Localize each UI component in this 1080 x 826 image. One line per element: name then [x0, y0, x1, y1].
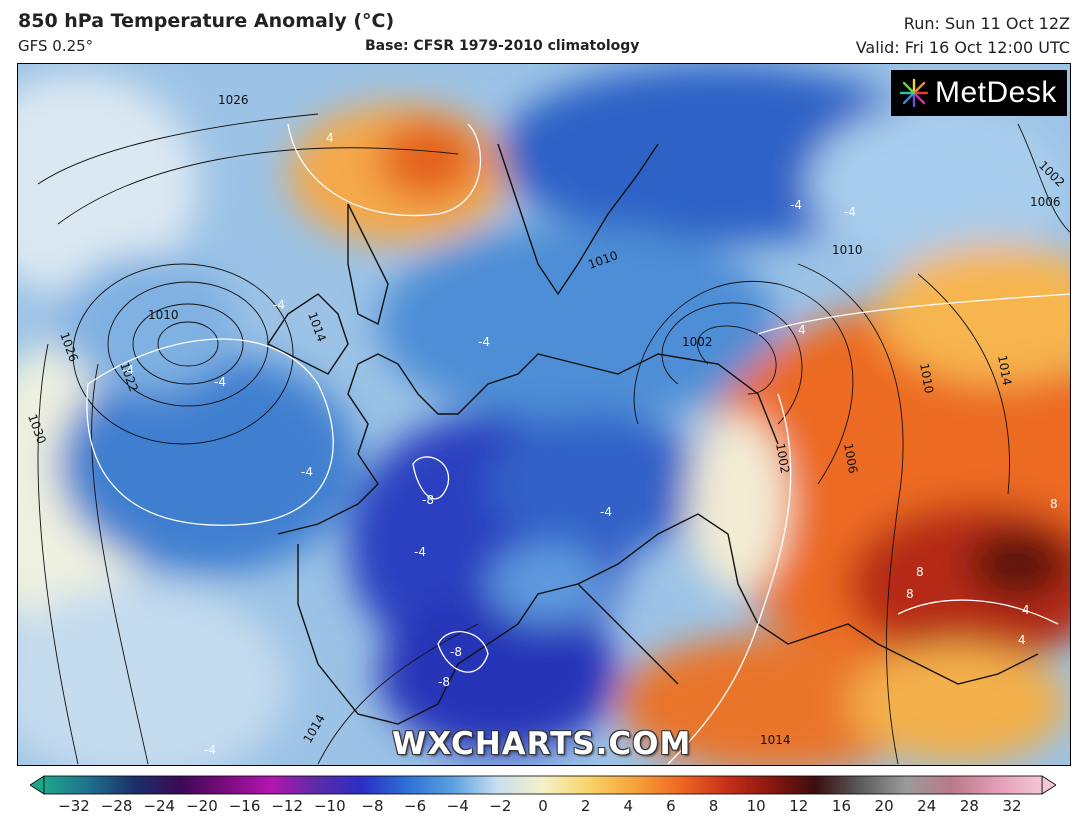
colorbar-tick: −8 — [361, 797, 384, 815]
colorbar-tick-labels: −32 −28 −24 −20 −16 −12 −10 −8 −6 −4 −2 0 2 4 6 8 10 12 16… — [0, 797, 1080, 821]
colorbar-tick: 0 — [538, 797, 548, 815]
anomaly-label: -8 — [422, 493, 434, 507]
isobars — [37, 113, 1070, 765]
colorbar-tick: 4 — [623, 797, 634, 815]
colorbar-tick: −24 — [143, 797, 176, 815]
anomaly-label: 4 — [1022, 603, 1030, 617]
colorbar-tick: −20 — [186, 797, 218, 815]
anomaly-label: -8 — [438, 675, 450, 689]
anomaly-label: 4 — [1018, 633, 1026, 647]
colorbar-tick: 10 — [746, 797, 766, 815]
metdesk-logo-text: MetDesk — [935, 76, 1057, 109]
colorbar-tick: −12 — [271, 797, 303, 815]
isobar-label: 1010 — [148, 308, 179, 322]
colorbar-gradient — [43, 775, 1043, 795]
anomaly-label: -4 — [844, 205, 856, 219]
colorbar-tick: −4 — [446, 797, 469, 815]
colorbar-tick: 28 — [959, 797, 979, 815]
anomaly-label: 4 — [798, 323, 806, 337]
anomaly-field — [18, 64, 1070, 765]
anomaly-label: 8 — [916, 565, 924, 579]
anomaly-label: -4 — [478, 335, 490, 349]
isobar-label: 1006 — [1030, 195, 1061, 209]
isobar-label: 1002 — [773, 442, 792, 475]
model-label: GFS 0.25° — [18, 37, 94, 55]
colorbar-tick: 20 — [874, 797, 894, 815]
colorbar-tick: 24 — [917, 797, 937, 815]
anomaly-label: -8 — [450, 645, 462, 659]
chart-title: 850 hPa Temperature Anomaly (°C) — [18, 10, 395, 32]
run-time-label: Run: Sun 11 Oct 12Z — [903, 14, 1070, 33]
anomaly-label: 4 — [326, 131, 334, 145]
colorbar-tick: 32 — [1002, 797, 1022, 815]
isobar-label: 1014 — [995, 354, 1014, 387]
colorbar-tick: −28 — [100, 797, 133, 815]
colorbar — [30, 775, 1056, 795]
colorbar-tick: 2 — [580, 797, 591, 815]
anomaly-label: -4 — [214, 375, 226, 389]
map-canvas: 1026 1010 1026 1022 1030 1014 1010 1002 … — [18, 64, 1070, 765]
isobar-label: 1026 — [218, 93, 249, 107]
anomaly-label: -4 — [414, 545, 426, 559]
anomaly-label-layer: 4 -4 -4 -4 -4 -4 -4 -8 -4 -4 -8 -8 -4 8 … — [122, 131, 1058, 757]
colorbar-tick: −2 — [489, 797, 512, 815]
anomaly-label: -4 — [273, 298, 285, 312]
anomaly-label: -4 — [204, 743, 216, 757]
valid-time-label: Valid: Fri 16 Oct 12:00 UTC — [855, 38, 1070, 57]
colorbar-min-arrow — [30, 775, 45, 795]
isobar-label: 1002 — [682, 335, 713, 349]
anomaly-label: 8 — [906, 587, 914, 601]
metdesk-logo: MetDesk — [891, 70, 1067, 116]
colorbar-tick: −32 — [58, 797, 90, 815]
anomaly-map: 1026 1010 1026 1022 1030 1014 1010 1002 … — [17, 63, 1071, 766]
coastlines — [266, 143, 1039, 725]
colorbar-tick: −10 — [313, 797, 346, 815]
anomaly-label: -4 — [301, 465, 313, 479]
anomaly-label: -4 — [600, 505, 612, 519]
colorbar-tick: 12 — [789, 797, 809, 815]
anomaly-contours — [86, 123, 1070, 765]
anomaly-label: 8 — [1050, 497, 1058, 511]
anomaly-label: -4 — [122, 363, 134, 377]
anomaly-label: -4 — [790, 198, 802, 212]
base-climatology-label: Base: CFSR 1979-2010 climatology — [365, 38, 640, 54]
isobar-label: 1010 — [917, 362, 936, 395]
colorbar-tick: 6 — [666, 797, 676, 815]
colorbar-max-arrow — [1041, 775, 1056, 795]
isobar-label: 1014 — [760, 733, 791, 747]
starburst-icon — [899, 78, 929, 108]
colorbar-tick: −6 — [404, 797, 427, 815]
wxcharts-watermark: WXCHARTS.COM — [392, 726, 692, 762]
isobar-label: 1006 — [841, 442, 860, 475]
colorbar-tick: −16 — [228, 797, 261, 815]
colorbar-tick: 8 — [708, 797, 719, 815]
isobar-label: 1010 — [832, 243, 863, 257]
colorbar-tick: 16 — [831, 797, 851, 815]
